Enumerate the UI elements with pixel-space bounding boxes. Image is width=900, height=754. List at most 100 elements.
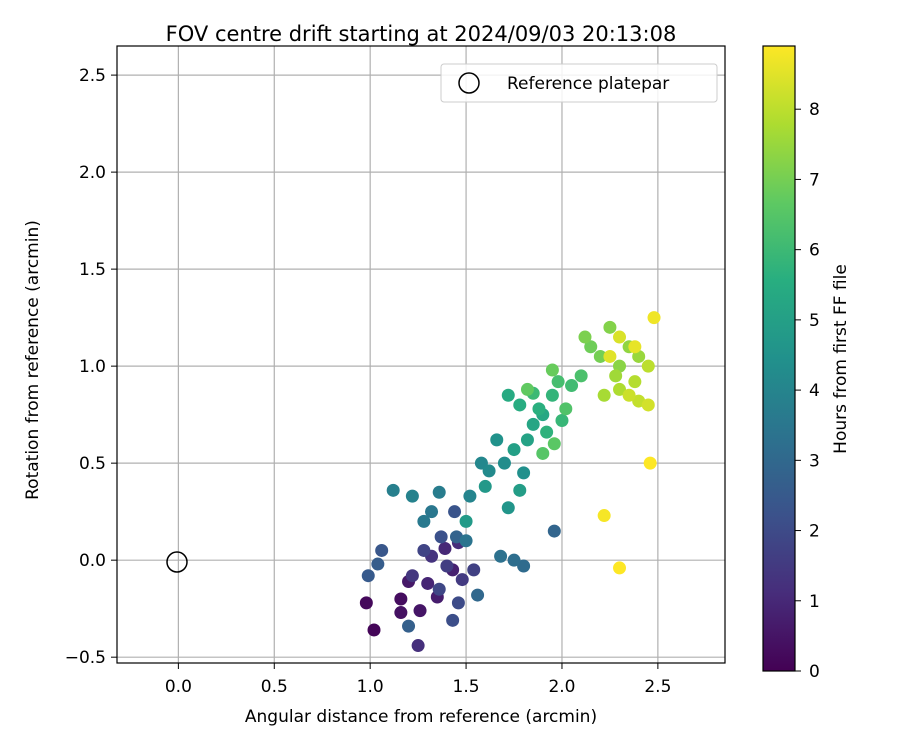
data-point (584, 340, 598, 354)
data-point (446, 613, 460, 627)
data-point (597, 509, 611, 523)
x-tick-label: 0.5 (261, 677, 288, 697)
data-point (361, 569, 375, 583)
data-point (574, 369, 588, 383)
data-point (402, 619, 416, 633)
data-point (559, 402, 573, 416)
data-point (520, 382, 534, 396)
data-point (459, 514, 473, 528)
colorbar-tick-label: 8 (809, 100, 820, 120)
data-point (405, 489, 419, 503)
data-point (532, 402, 546, 416)
colorbar-tick-label: 4 (809, 381, 820, 401)
colorbar-tick-label: 7 (809, 170, 820, 190)
y-tick-label: 0.5 (79, 454, 106, 474)
colorbar-ticks: 0 1 2 3 4 5 6 7 8 (795, 100, 820, 682)
data-point (490, 433, 504, 447)
data-point (545, 363, 559, 377)
y-tick-label: 2.0 (79, 163, 106, 183)
data-point (501, 388, 515, 402)
data-point (628, 375, 642, 389)
colorbar-tick-label: 6 (809, 241, 820, 261)
data-point (367, 623, 381, 637)
data-point (551, 375, 565, 389)
data-point (421, 576, 435, 590)
data-point (507, 553, 521, 567)
data-point (501, 501, 515, 515)
data-point (547, 437, 561, 451)
colorbar-tick-label: 2 (809, 522, 820, 542)
data-point (394, 606, 408, 620)
x-tick-label: 1.5 (453, 677, 480, 697)
data-point (613, 561, 627, 575)
data-point (497, 456, 511, 470)
data-point (647, 311, 661, 325)
data-point (482, 464, 496, 478)
data-point (434, 530, 448, 544)
data-point (641, 359, 655, 373)
y-axis-label: Rotation from reference (arcmin) (23, 220, 43, 500)
data-point (540, 425, 554, 439)
colorbar-tick-label: 0 (809, 662, 820, 682)
data-point (432, 582, 446, 596)
data-point (609, 369, 623, 383)
data-point (513, 398, 527, 412)
data-point (471, 588, 485, 602)
data-point (417, 514, 431, 528)
y-tick-label: 1.0 (79, 357, 106, 377)
colorbar-label: Hours from first FF file (831, 264, 851, 454)
data-point (425, 505, 439, 519)
data-point (593, 349, 607, 363)
y-tick-label: 2.5 (79, 66, 106, 86)
data-point (359, 596, 373, 610)
y-tick-label: 1.5 (79, 260, 106, 280)
data-point (386, 483, 400, 497)
x-tick-label: 2.0 (548, 677, 575, 697)
data-point (417, 543, 431, 557)
legend-entry-label: Reference platepar (507, 74, 669, 94)
data-point (371, 557, 385, 571)
data-point (405, 569, 419, 583)
data-point (438, 542, 452, 556)
data-point (517, 466, 531, 480)
x-tick-label: 0.0 (165, 677, 192, 697)
x-axis-ticks: 0.0 0.5 1.0 1.5 2.0 2.5 (165, 663, 671, 697)
legend-marker-icon (458, 72, 480, 94)
x-tick-label: 2.5 (644, 677, 671, 697)
data-point (526, 417, 540, 431)
data-point (507, 443, 521, 457)
data-point (451, 596, 465, 610)
data-point (536, 446, 550, 460)
data-point (555, 413, 569, 427)
data-point (513, 483, 527, 497)
data-point (603, 349, 617, 363)
y-tick-label: −0.5 (65, 648, 106, 668)
x-axis-label: Angular distance from reference (arcmin) (245, 707, 597, 727)
data-point (413, 604, 427, 618)
reference-platepar-marker (166, 551, 188, 573)
data-point (448, 505, 462, 519)
data-point (394, 592, 408, 606)
y-axis-ticks: −0.5 0.0 0.5 1.0 1.5 2.0 2.5 (65, 66, 117, 668)
data-point (643, 456, 657, 470)
data-point (547, 524, 561, 538)
data-point (545, 388, 559, 402)
data-point (478, 479, 492, 493)
data-point (597, 388, 611, 402)
data-point (432, 485, 446, 499)
colorbar-tick-label: 3 (809, 451, 820, 471)
data-point (622, 388, 636, 402)
colorbar: 0 1 2 3 4 5 6 7 8 Hours from first FF file (762, 45, 851, 682)
data-points (359, 311, 661, 653)
legend-box (440, 63, 718, 103)
data-point (411, 639, 425, 653)
data-point (517, 559, 531, 573)
data-point (565, 379, 579, 393)
data-point (440, 559, 454, 573)
data-point (641, 398, 655, 412)
chart-title: FOV centre drift starting at 2024/09/03 … (166, 22, 677, 46)
data-point (459, 534, 473, 548)
data-point (578, 330, 592, 344)
y-tick-label: 0.0 (79, 551, 106, 571)
